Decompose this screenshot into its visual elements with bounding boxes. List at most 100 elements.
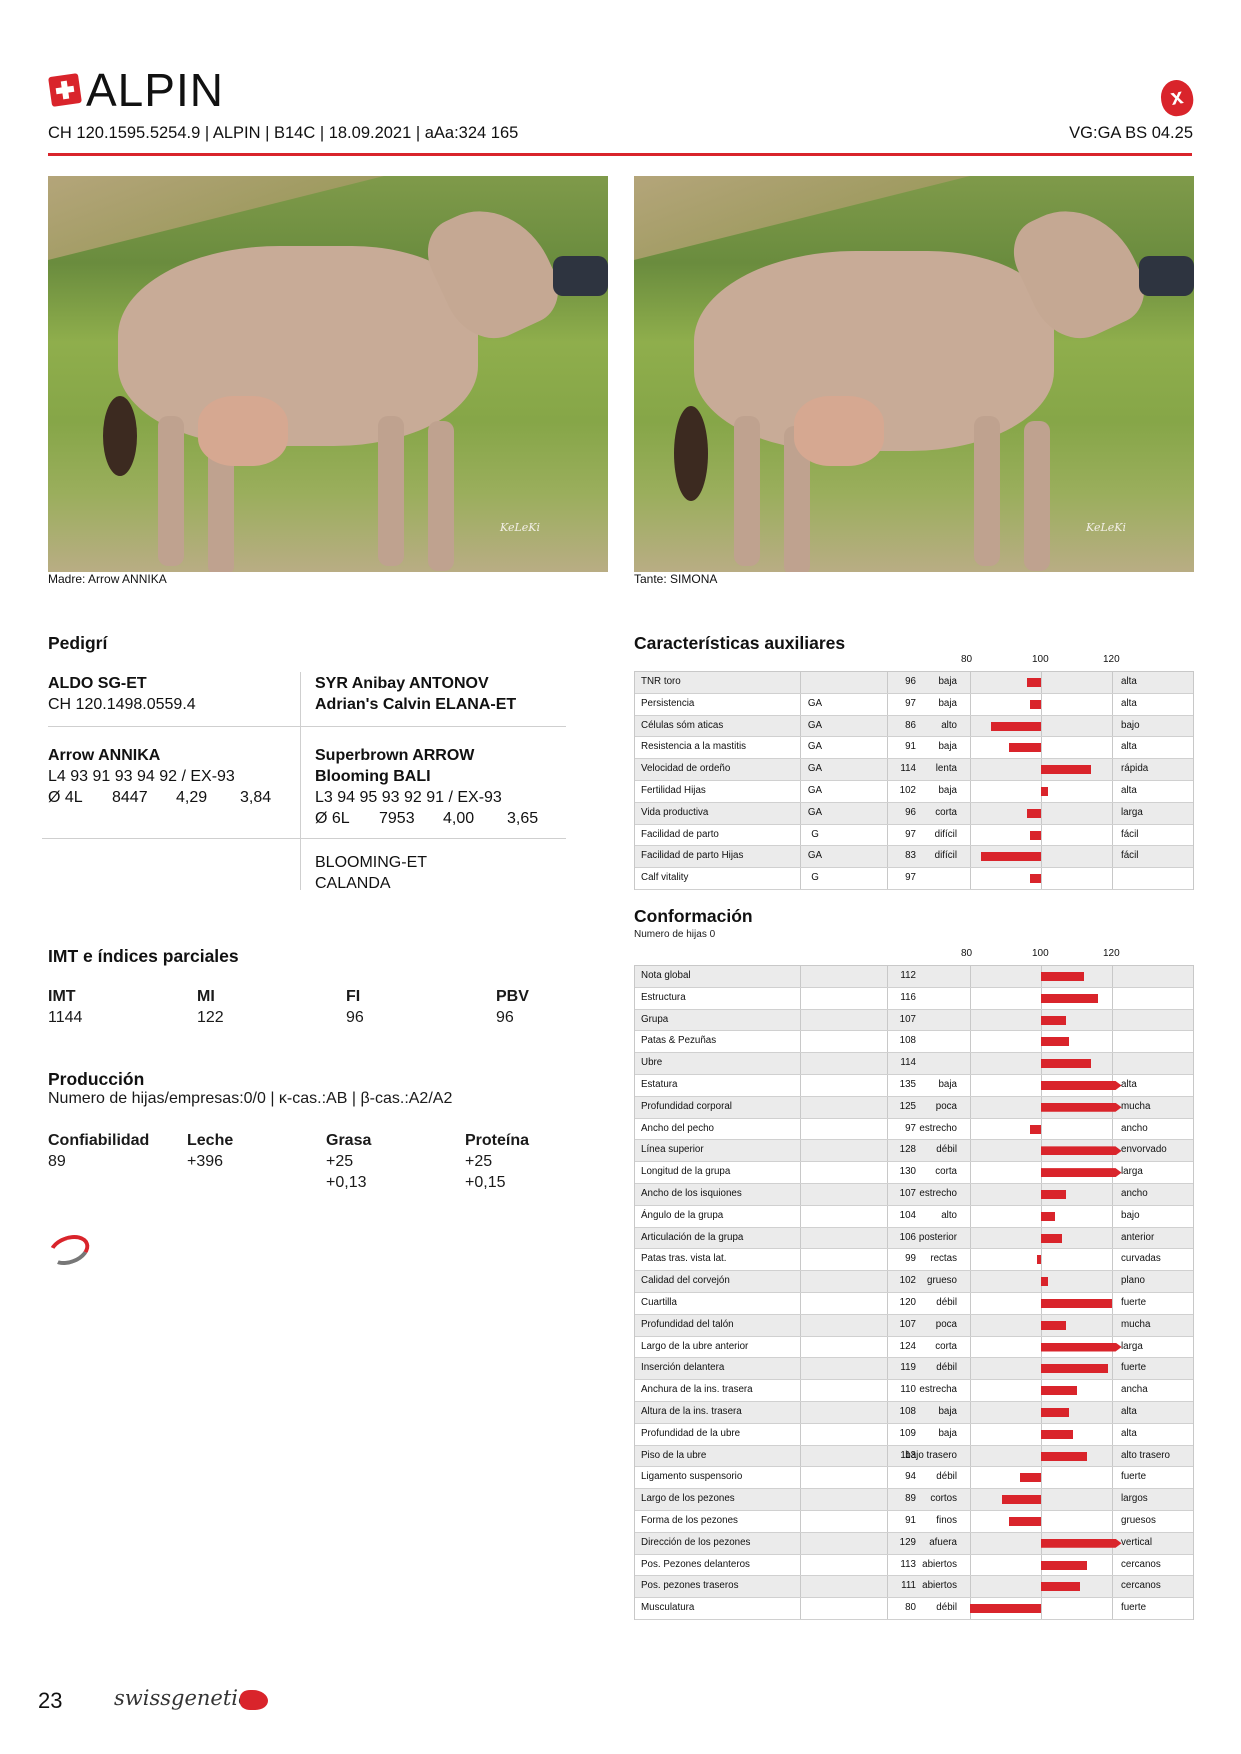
trait-high-label: fuerte: [1121, 1362, 1147, 1374]
sire-id: CH 120.1498.0559.4: [48, 696, 196, 713]
trait-bar: [1041, 1081, 1122, 1090]
trait-bar: [1041, 1343, 1122, 1352]
grid-line: [970, 1489, 971, 1510]
trait-low-label: débil: [936, 1471, 957, 1483]
trait-name: Grupa: [641, 1013, 669, 1025]
grid-line: [1112, 693, 1113, 715]
trait-value: 107: [899, 1318, 916, 1330]
trait-low-label: estrecho: [919, 1122, 957, 1134]
trait-name: Ancho de los isquiones: [641, 1187, 742, 1199]
dam-photo: KeLeKi: [48, 176, 608, 572]
grid-line: [970, 802, 971, 824]
trait-value: 129: [899, 1536, 916, 1548]
imt-value: 1144: [48, 1009, 83, 1026]
grid-line: [970, 987, 971, 1009]
dam-name: Arrow ANNIKA: [48, 747, 161, 764]
table-row: Facilidad de parto Hijas GA 83 difícil fácil: [635, 846, 1193, 869]
grid-line: [800, 1292, 801, 1314]
trait-bar: [1041, 993, 1098, 1003]
dam-avg: Ø 4L: [48, 789, 83, 806]
grid-line: [1112, 1554, 1113, 1576]
trait-bar: [1009, 743, 1041, 753]
trait-low-label: débil: [936, 1144, 957, 1156]
trait-name: Estructura: [641, 991, 686, 1003]
trait-bar: [1009, 1516, 1041, 1526]
grid-line: [887, 846, 888, 868]
dam-lactations: L4 93 91 93 94 92 / EX-93: [48, 768, 235, 785]
table-row: Grupa 107: [635, 1009, 1193, 1032]
grid-line: [1112, 1031, 1113, 1053]
grid-line: [887, 1249, 888, 1271]
protein-label: Proteína: [465, 1132, 530, 1149]
grid-line: [970, 1401, 971, 1423]
grid-line: [970, 759, 971, 780]
trait-low-label: lenta: [935, 763, 957, 775]
table-row: Ubre 114: [635, 1053, 1193, 1075]
trait-high-label: alta: [1121, 697, 1137, 709]
trait-name: Dirección de los pezones: [641, 1536, 751, 1548]
grid-line: [887, 1554, 888, 1576]
trait-name: Pos. pezones traseros: [641, 1580, 739, 1592]
dam-dam-avg: Ø 6L: [315, 810, 350, 827]
table-row: Calidad del corvejón 102 grueso plano: [635, 1271, 1193, 1293]
grid-line: [1041, 672, 1042, 693]
dam-dam-fat: 4,00: [443, 810, 475, 827]
trait-name: Altura de la ins. trasera: [641, 1405, 742, 1417]
table-row: Facilidad de parto G 97 difícil fácil: [635, 824, 1193, 847]
ggdam-line1: BLOOMING-ET: [315, 854, 428, 871]
trait-bar: [1041, 1146, 1122, 1155]
grid-line: [887, 1358, 888, 1380]
photo-watermark: KeLeKi: [500, 521, 540, 534]
trait-low-label: posterior: [918, 1231, 957, 1243]
grid-line: [1112, 1249, 1113, 1271]
grid-line: [800, 1009, 801, 1031]
grid-line: [887, 824, 888, 846]
table-row: Ancho del pecho 97 estrecho ancho: [635, 1118, 1193, 1141]
swiss-flag-icon: [48, 73, 82, 107]
grid-line: [887, 868, 888, 889]
production-title: Producción: [48, 1069, 145, 1089]
trait-high-label: plano: [1121, 1275, 1145, 1287]
vg-code: VG:GA BS 04.25: [1069, 124, 1193, 142]
table-row: Longitud de la grupa 130 corta larga: [635, 1162, 1193, 1184]
trait-high-label: larga: [1121, 1340, 1143, 1352]
trait-bar: [1026, 678, 1041, 687]
grid-line: [800, 1423, 801, 1445]
trait-low-label: poca: [935, 1100, 957, 1112]
trait-value: 106: [899, 1231, 916, 1243]
table-row: Profundidad de la ubre 109 baja alta: [635, 1423, 1193, 1446]
conf-table: Nota global 112 Estructura 116 Grupa 107 Patas…: [634, 965, 1194, 1620]
grid-line: [800, 1205, 801, 1227]
header-divider: [48, 153, 1192, 156]
grid-line: [887, 693, 888, 715]
grid-line: [1112, 737, 1113, 759]
trait-high-label: fuerte: [1121, 1296, 1147, 1308]
trait-value: 86: [905, 719, 916, 731]
trait-value: 109: [899, 1427, 916, 1439]
bull-name: ALPIN: [86, 64, 224, 116]
table-row: Fertilidad Hijas GA 102 baja alta: [635, 780, 1193, 803]
grid-line: [800, 1074, 801, 1096]
grid-line: [1041, 715, 1042, 737]
trait-low-label: baja: [938, 1078, 957, 1090]
grid-line: [800, 966, 801, 987]
pedigree-dam: Arrow ANNIKA L4 93 91 93 94 92 / EX-93 Ø…: [48, 745, 288, 808]
trait-name: Forma de los pezones: [641, 1514, 738, 1526]
table-row: TNR toro 96 baja alta: [635, 672, 1193, 694]
grid-line: [1112, 987, 1113, 1009]
grid-line: [1112, 1467, 1113, 1489]
table-row: Estructura 116: [635, 987, 1193, 1010]
grid-line: [800, 1096, 801, 1118]
trait-type: GA: [807, 784, 823, 796]
trait-high-label: rápida: [1121, 763, 1149, 775]
grid-line: [1112, 1358, 1113, 1380]
grid-line: [970, 1009, 971, 1031]
grid-line: [1112, 1445, 1113, 1467]
trait-bar: [1030, 830, 1041, 840]
table-row: Células sóm aticas GA 86 alto bajo: [635, 715, 1193, 738]
grid-line: [1112, 1598, 1113, 1619]
trait-low-label: abiertos: [922, 1558, 957, 1570]
trait-low-label: corta: [935, 1340, 957, 1352]
grid-line: [1112, 1423, 1113, 1445]
grid-line: [800, 868, 801, 889]
